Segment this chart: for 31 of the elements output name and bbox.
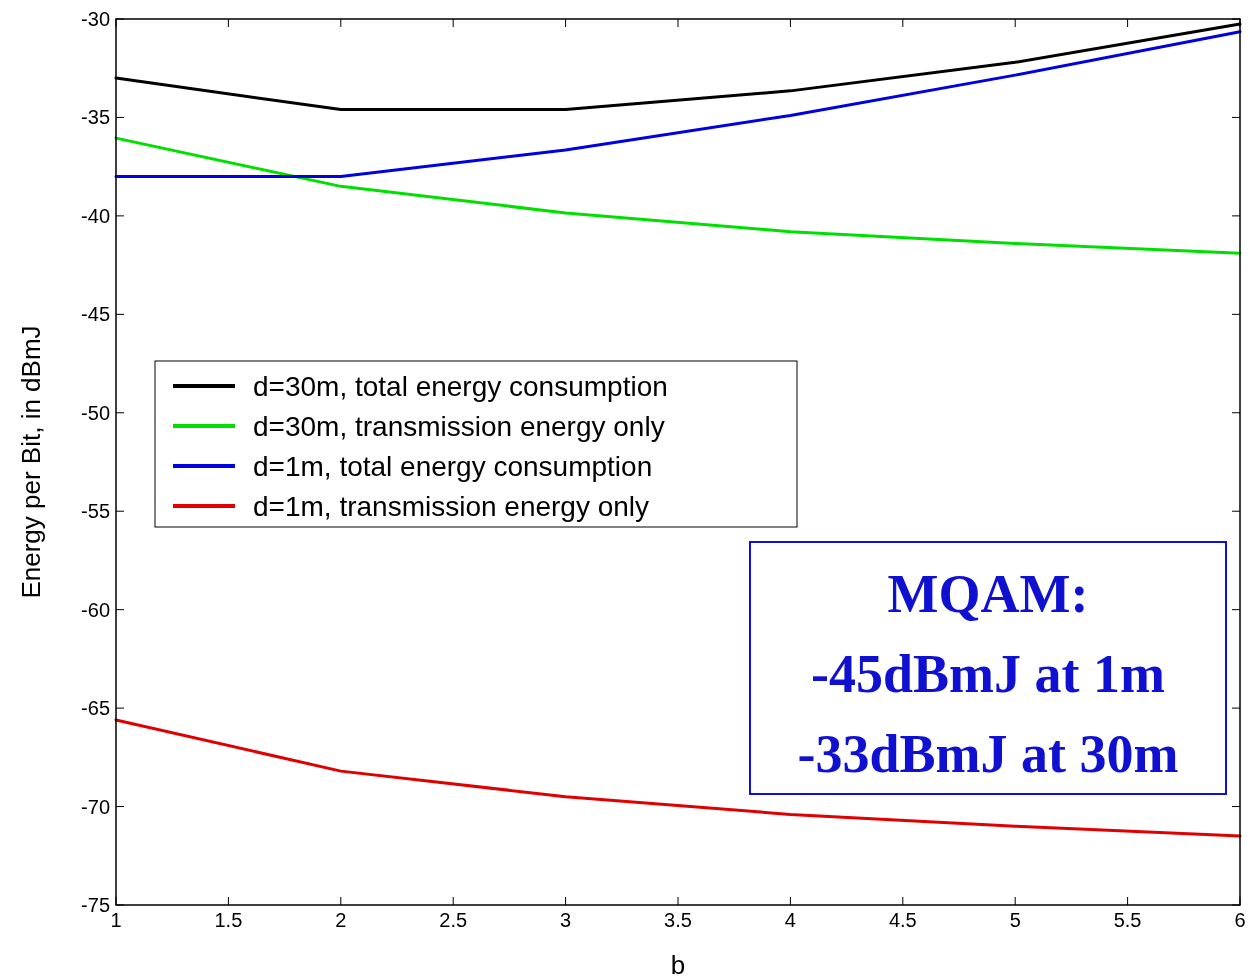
y-tick-label: -30 <box>81 8 110 30</box>
x-axis-title: b <box>670 950 686 978</box>
x-tick-label: 2 <box>335 909 347 931</box>
x-tick-label: 5 <box>1009 909 1021 931</box>
y-axis-title: Energy per Bit, in dBmJ <box>16 325 46 599</box>
y-tick-label: -75 <box>81 894 110 916</box>
x-tick-label: 1 <box>110 909 122 931</box>
line-series <box>114 136 1242 255</box>
x-tick-label: 3 <box>560 909 572 931</box>
y-tick-label: -45 <box>81 303 110 326</box>
y-tick-label: -55 <box>81 500 110 523</box>
x-tick-label: 6 <box>1234 909 1246 931</box>
y-tick-label: -35 <box>81 106 110 129</box>
x-tick-label: 5.5 <box>1113 909 1142 931</box>
annotation: MQAM: -45dBmJ at 1m -33dBmJ at 30m <box>797 564 1179 784</box>
x-tick-label: 4.5 <box>888 909 917 931</box>
x-tick-label: 3.5 <box>664 909 692 931</box>
y-tick-label: -50 <box>81 401 110 424</box>
x-tick-label: 2.5 <box>439 909 468 931</box>
legend-label: d=1m, total energy consumption <box>253 451 653 482</box>
x-tick-label: 4 <box>784 909 796 931</box>
legend-label: d=30m, transmission energy only <box>253 411 665 442</box>
legend-label: d=1m, transmission energy only <box>253 491 650 522</box>
y-tick-label: -40 <box>81 204 110 227</box>
y-tick-label: -70 <box>81 795 110 818</box>
x-tick-label: 1.5 <box>214 909 243 931</box>
legend-label: d=30m, total energy consumption <box>253 371 668 402</box>
line-series <box>114 30 1242 179</box>
y-tick-label: -60 <box>81 598 110 621</box>
y-tick-label: -65 <box>81 697 110 720</box>
line-series <box>114 718 1242 838</box>
